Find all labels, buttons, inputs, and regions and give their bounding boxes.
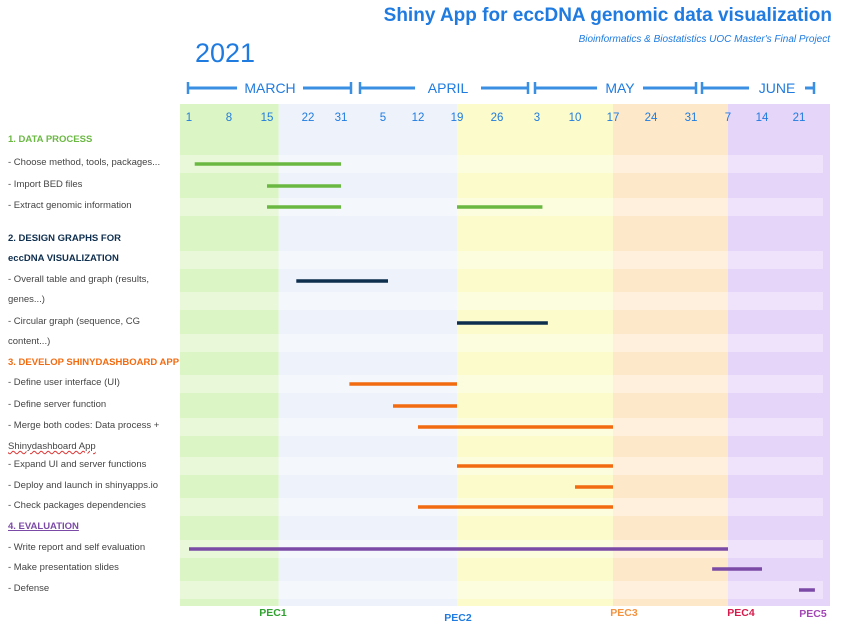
task-label: - Write report and self evaluation: [8, 542, 146, 553]
task-label: genes...): [8, 294, 45, 305]
milestone-label: PEC4: [727, 607, 755, 619]
row-stripe: [0, 251, 823, 269]
section-header: 4. EVALUATION: [8, 521, 79, 532]
section-header: 1. DATA PROCESS: [8, 134, 93, 145]
task-label: - Extract genomic information: [8, 200, 132, 211]
week-tick-label: 8: [226, 112, 232, 124]
phase-band: [457, 104, 613, 606]
row-stripe: [0, 457, 823, 475]
task-label: - Check packages dependencies: [8, 500, 146, 511]
week-tick-label: 31: [335, 112, 348, 124]
row-stripe: [0, 498, 823, 516]
week-tick-label: 19: [451, 112, 464, 124]
task-label: - Import BED files: [8, 179, 83, 190]
week-tick-label: 21: [793, 112, 806, 124]
phase-band: [278, 104, 457, 606]
task-label: - Merge both codes: Data process +: [8, 420, 160, 431]
phase-band: [728, 104, 799, 606]
section-header: 3. DEVELOP SHINYDASHBOARD APP: [8, 357, 180, 368]
year-label: 2021: [195, 38, 256, 68]
row-stripe: [0, 292, 823, 310]
task-label: - Expand UI and server functions: [8, 459, 147, 470]
week-tick-label: 26: [491, 112, 504, 124]
task-label: - Make presentation slides: [8, 562, 119, 573]
row-stripe: [0, 155, 823, 173]
month-label: JUNE: [759, 80, 796, 96]
phase-band: [613, 104, 728, 606]
section-header: 2. DESIGN GRAPHS FOR: [8, 233, 121, 244]
task-label: - Circular graph (sequence, CG: [8, 316, 140, 327]
milestone-label: PEC1: [259, 607, 287, 619]
milestone-label: PEC5: [799, 608, 827, 620]
phase-band: [180, 104, 279, 606]
week-tick-label: 31: [685, 112, 698, 124]
task-label: - Deploy and launch in shinyapps.io: [8, 480, 158, 491]
month-label: APRIL: [428, 80, 469, 96]
task-label: - Defense: [8, 583, 50, 594]
page-title: Shiny App for eccDNA genomic data visual…: [383, 5, 832, 26]
row-stripe: [0, 198, 823, 216]
task-label: content...): [8, 336, 51, 347]
row-stripe: [0, 581, 823, 599]
week-tick-label: 1: [186, 112, 192, 124]
task-label: Shinydashboard App: [8, 441, 96, 452]
week-tick-label: 5: [380, 112, 386, 124]
milestone-label: PEC3: [610, 607, 638, 619]
week-tick-label: 3: [534, 112, 540, 124]
task-label: - Choose method, tools, packages...: [8, 157, 161, 168]
task-label: - Define server function: [8, 399, 107, 410]
month-label: MARCH: [244, 80, 295, 96]
week-tick-label: 17: [607, 112, 620, 124]
page-subtitle: Bioinformatics & Biostatistics UOC Maste…: [578, 34, 830, 45]
week-tick-label: 15: [261, 112, 274, 124]
task-label: - Define user interface (UI): [8, 377, 120, 388]
week-tick-label: 22: [302, 112, 315, 124]
phase-band: [799, 104, 830, 606]
week-tick-label: 12: [412, 112, 425, 124]
month-label: MAY: [605, 80, 635, 96]
row-stripe: [0, 418, 823, 436]
milestone-label: PEC2: [444, 612, 472, 624]
task-label: - Overall table and graph (results,: [8, 274, 149, 285]
week-tick-label: 24: [645, 112, 658, 124]
week-tick-label: 7: [725, 112, 731, 124]
week-tick-label: 14: [756, 112, 769, 124]
week-tick-label: 10: [569, 112, 582, 124]
row-stripe: [0, 334, 823, 352]
section-header: eccDNA VISUALIZATION: [8, 253, 119, 264]
